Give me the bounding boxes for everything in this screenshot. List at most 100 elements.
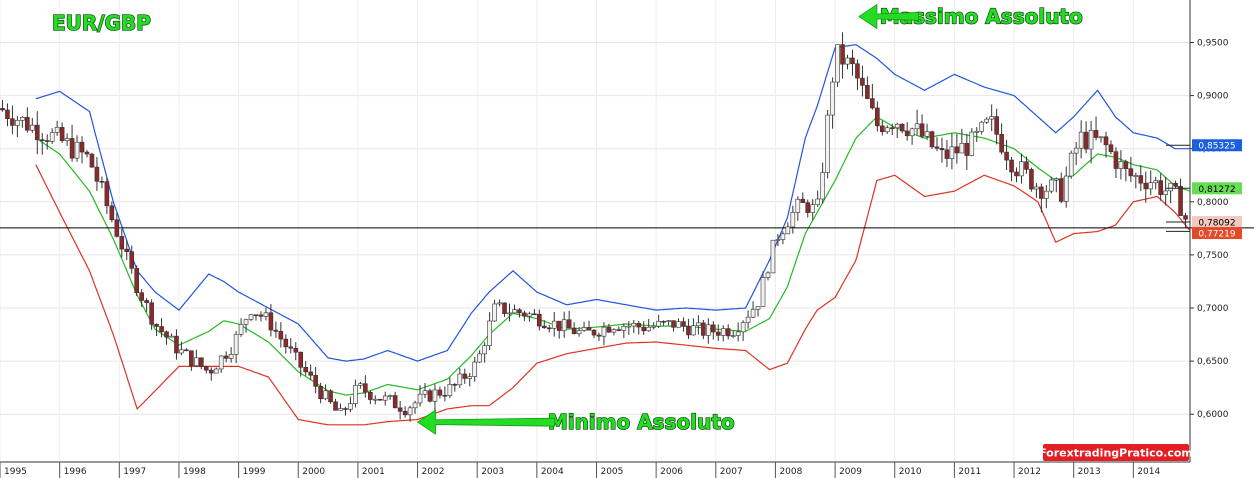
candle-body [904, 130, 910, 137]
candle-body [606, 326, 612, 333]
candle-body [233, 333, 239, 355]
candle-body [815, 198, 820, 206]
candle-body [174, 335, 179, 354]
candle-body [84, 151, 90, 155]
x-tick-label: 2014 [1137, 467, 1160, 477]
candle-body [1009, 159, 1014, 173]
candle-body [909, 128, 915, 137]
candle-body [810, 204, 816, 213]
candle-body [154, 323, 159, 327]
candle-body [1088, 130, 1094, 150]
x-tick-label: 2000 [302, 467, 325, 477]
candle-body [1053, 178, 1059, 181]
candle-body [343, 408, 348, 410]
candle-body [999, 134, 1004, 153]
candle-body [169, 335, 174, 338]
candle-body [601, 326, 607, 337]
candle-body [1029, 169, 1034, 190]
price-tag-box [1192, 182, 1242, 195]
candle-body [189, 350, 194, 367]
candle-body [576, 330, 582, 335]
candle-body [586, 327, 592, 331]
candle-body [1019, 161, 1024, 177]
candle-body [616, 329, 622, 331]
candle-body [348, 403, 353, 410]
candle-body [477, 353, 482, 363]
candle-body [1073, 147, 1079, 154]
candle-body [119, 236, 125, 250]
candle-body [969, 131, 975, 156]
candle-body [750, 308, 756, 318]
x-axis: 1995 1996 1997 1998 1999 2000 2001 2002 2003 2004… [0, 461, 1190, 478]
x-tick-label: 2008 [779, 467, 802, 477]
candle-body [1063, 175, 1069, 202]
candle-body [417, 393, 423, 404]
candle-body [611, 329, 617, 333]
candle-body [437, 389, 443, 396]
candle-body [199, 357, 204, 367]
candle-body [880, 125, 885, 133]
candle-body [368, 391, 373, 400]
candle-body [308, 371, 313, 376]
candle-body [715, 331, 721, 336]
candle-body [1044, 190, 1049, 199]
candle-body [805, 202, 811, 213]
candle-body [541, 325, 547, 329]
candle-body [1108, 144, 1114, 152]
candle-body [1128, 168, 1134, 177]
candle-body [790, 212, 796, 228]
candle-body [686, 326, 691, 336]
candle-body [298, 351, 304, 368]
candle-body [929, 131, 935, 148]
x-tick-label: 2005 [600, 467, 623, 477]
candle-body [1039, 186, 1044, 199]
candle-body [129, 251, 135, 269]
candle-body [989, 116, 994, 120]
candle-body [1034, 186, 1039, 190]
grid [0, 0, 1190, 462]
candle-body [253, 314, 259, 317]
candle-body [651, 325, 656, 328]
bands [35, 44, 1190, 426]
candle-body [1078, 131, 1084, 149]
x-tick-label: 2002 [422, 467, 445, 477]
candle-body [780, 233, 786, 240]
candle-body [25, 117, 30, 131]
candle-body [114, 219, 120, 237]
candle-body [462, 373, 468, 379]
candle-body [671, 320, 676, 328]
candle-body [1098, 136, 1104, 139]
candle-body [1024, 161, 1029, 170]
candle-body [139, 292, 144, 301]
candle-body [512, 309, 517, 314]
candle-body [984, 118, 989, 123]
candle-body [358, 383, 363, 386]
x-tick-label: 1999 [243, 467, 266, 477]
candle-body [954, 146, 960, 154]
candle-body [283, 338, 289, 348]
candle-body [313, 375, 318, 387]
candle-body [820, 172, 825, 200]
candle-body [979, 121, 985, 132]
candle-body [631, 323, 637, 327]
candle-body [621, 325, 627, 331]
candle-body [939, 148, 945, 151]
candle-body [1173, 182, 1178, 187]
candle-body [502, 302, 507, 314]
candle-body [1014, 171, 1019, 177]
candle-body [765, 272, 771, 278]
candle-body [755, 306, 761, 310]
candle-body [208, 369, 214, 374]
candle-body [596, 334, 602, 337]
candle-body [581, 327, 587, 331]
candle-body [1113, 151, 1119, 169]
candle-body [74, 141, 80, 159]
candle-body [1163, 190, 1168, 195]
candle-body [203, 366, 209, 371]
candle-body [213, 368, 219, 374]
candle-body [377, 398, 383, 401]
candle-body [1083, 131, 1089, 150]
candle-body [94, 166, 100, 182]
